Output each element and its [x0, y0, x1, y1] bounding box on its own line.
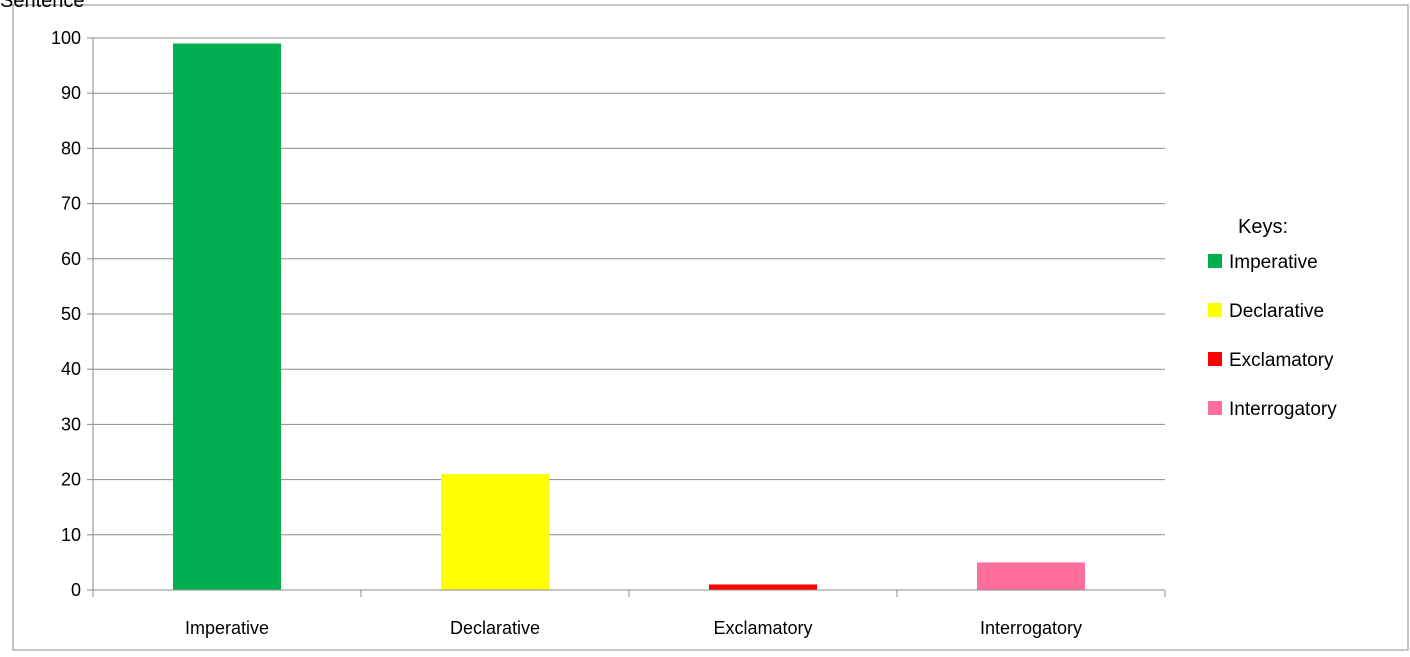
- bars: [173, 43, 1085, 590]
- legend-label: Declarative: [1229, 301, 1324, 322]
- y-tick-label: 0: [71, 580, 81, 600]
- x-tick-label: Interrogatory: [980, 618, 1082, 638]
- y-tick-label: 40: [61, 359, 81, 379]
- y-tick-label: 50: [61, 304, 81, 324]
- bar-imperative: [173, 43, 281, 590]
- y-tick-label: 30: [61, 414, 81, 434]
- bar-declarative: [441, 474, 549, 590]
- y-tick-label: 60: [61, 249, 81, 269]
- y-tick-label: 70: [61, 194, 81, 214]
- y-tick-label: 90: [61, 83, 81, 103]
- bar-interrogatory: [977, 562, 1085, 590]
- legend-label: Imperative: [1229, 252, 1318, 273]
- legend-label: Interrogatory: [1229, 399, 1337, 420]
- y-tick-label: 20: [61, 470, 81, 490]
- chart-title: Sentence: [0, 0, 85, 12]
- legend: Keys: Imperative Declarative Exclamatory Int…: [1208, 216, 1337, 420]
- x-tick-label: Exclamatory: [713, 618, 812, 638]
- x-tick-label: Declarative: [450, 618, 540, 638]
- legend-swatch: [1208, 254, 1222, 268]
- axes: 0 10 20 30 40 50 60 70 80 90 100 Imperative Declarat…: [51, 28, 1166, 638]
- chart-border: [12, 4, 1409, 651]
- y-tick-label: 100: [51, 28, 81, 48]
- legend-swatch: [1208, 303, 1222, 317]
- legend-swatch: [1208, 401, 1222, 415]
- y-tick-label: 80: [61, 138, 81, 158]
- y-tick-label: 10: [61, 525, 81, 545]
- legend-label: Exclamatory: [1229, 350, 1334, 371]
- legend-title: Keys:: [1238, 216, 1288, 238]
- x-tick-label: Imperative: [185, 618, 269, 638]
- legend-swatch: [1208, 352, 1222, 366]
- bar-exclamatory: [709, 584, 817, 590]
